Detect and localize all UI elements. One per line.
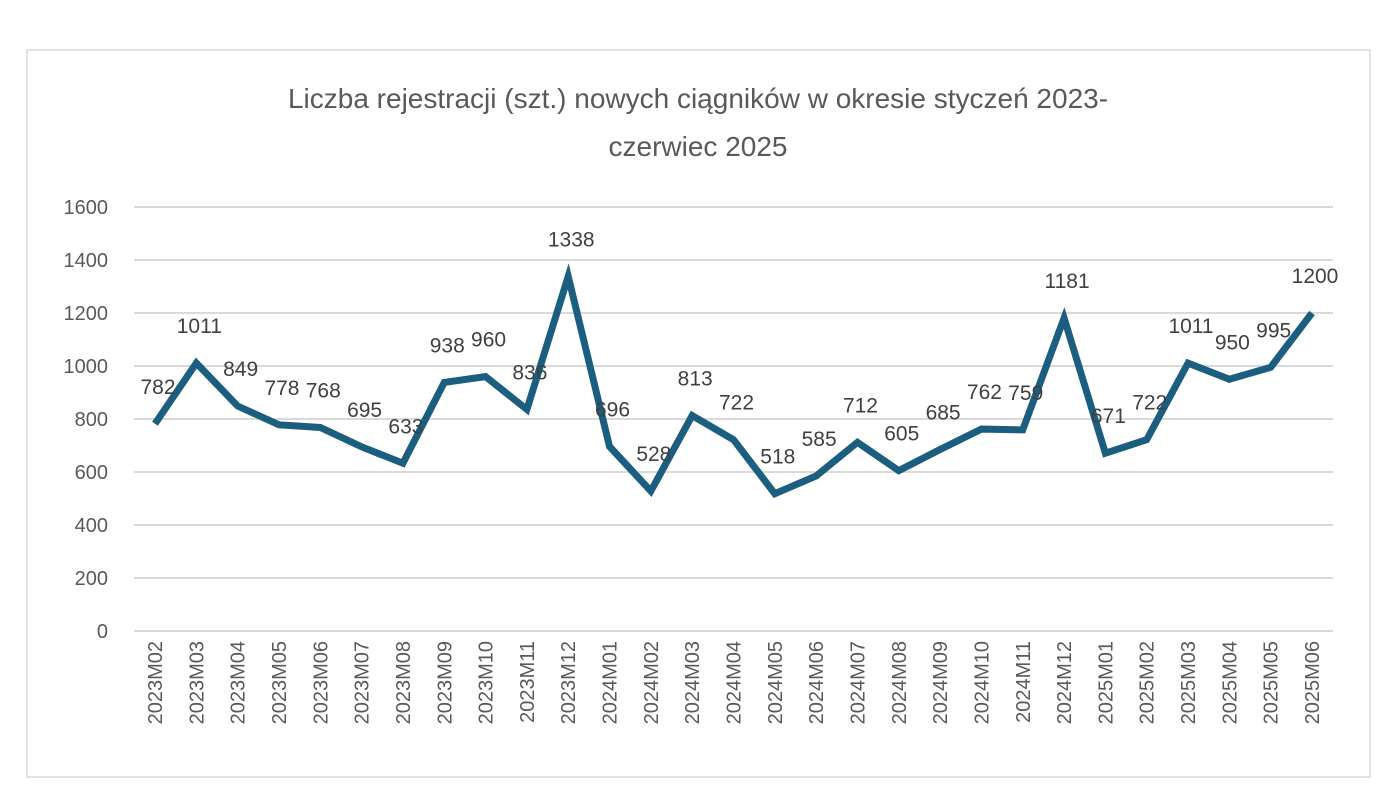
x-tick-label: 2023M02 bbox=[145, 641, 167, 724]
y-tick-label: 600 bbox=[75, 462, 108, 484]
data-label: 585 bbox=[802, 428, 837, 451]
x-tick-label: 2023M11 bbox=[517, 641, 539, 723]
y-tick-label: 0 bbox=[97, 621, 108, 643]
x-tick-label: 2023M08 bbox=[393, 641, 415, 724]
chart-title-line-1: Liczba rejestracji (szt.) nowych ciągnik… bbox=[288, 83, 1108, 114]
x-tick-label: 2023M12 bbox=[558, 641, 580, 724]
x-tick-label: 2024M03 bbox=[682, 641, 704, 724]
data-label: 1338 bbox=[548, 228, 595, 251]
data-label: 722 bbox=[1132, 392, 1167, 415]
data-label: 1181 bbox=[1044, 270, 1089, 293]
data-label: 1200 bbox=[1292, 265, 1339, 288]
x-tick-label: 2025M01 bbox=[1095, 641, 1117, 724]
data-label: 759 bbox=[1008, 382, 1043, 405]
x-tick-label: 2024M06 bbox=[806, 641, 828, 724]
chart-title-line-2: czerwiec 2025 bbox=[609, 131, 788, 162]
x-tick-label: 2023M03 bbox=[186, 641, 208, 724]
data-label: 782 bbox=[140, 376, 175, 399]
x-tick-label: 2024M11 bbox=[1013, 641, 1035, 723]
x-tick-label: 2023M05 bbox=[269, 641, 291, 724]
data-label: 518 bbox=[760, 446, 795, 469]
x-tick-label: 2024M01 bbox=[600, 641, 622, 724]
x-tick-label: 2024M05 bbox=[765, 641, 787, 724]
data-label: 695 bbox=[347, 399, 382, 422]
data-label: 995 bbox=[1256, 319, 1291, 342]
data-label: 950 bbox=[1215, 331, 1250, 354]
data-label: 605 bbox=[884, 423, 919, 446]
data-label: 696 bbox=[595, 399, 630, 422]
data-label: 836 bbox=[512, 361, 547, 384]
y-tick-label: 1400 bbox=[64, 250, 109, 272]
y-tick-label: 200 bbox=[75, 568, 108, 590]
data-label: 685 bbox=[926, 401, 961, 424]
x-tick-label: 2025M06 bbox=[1302, 641, 1324, 724]
x-tick-label: 2025M02 bbox=[1137, 641, 1159, 724]
data-label: 528 bbox=[636, 443, 671, 466]
data-label: 778 bbox=[264, 377, 299, 400]
data-label: 762 bbox=[967, 381, 1002, 404]
x-tick-label: 2023M09 bbox=[434, 641, 456, 724]
y-tick-label: 1600 bbox=[64, 197, 109, 219]
x-tick-label: 2023M10 bbox=[476, 641, 498, 724]
x-tick-label: 2024M12 bbox=[1054, 641, 1076, 724]
y-tick-label: 1000 bbox=[64, 356, 109, 378]
y-tick-label: 400 bbox=[75, 515, 108, 537]
data-label: 960 bbox=[471, 329, 506, 352]
data-label: 1011 bbox=[177, 315, 222, 338]
x-tick-label: 2025M03 bbox=[1178, 641, 1200, 724]
x-tick-label: 2024M02 bbox=[641, 641, 663, 724]
data-label: 768 bbox=[306, 379, 341, 402]
x-tick-label: 2025M05 bbox=[1261, 641, 1283, 724]
x-tick-label: 2024M08 bbox=[889, 641, 911, 724]
x-tick-label: 2023M06 bbox=[310, 641, 332, 724]
x-tick-label: 2025M04 bbox=[1219, 641, 1241, 724]
data-label: 849 bbox=[223, 358, 258, 381]
data-label: 813 bbox=[678, 368, 713, 391]
data-label: 722 bbox=[719, 392, 754, 415]
x-tick-label: 2024M10 bbox=[971, 641, 993, 724]
data-label: 633 bbox=[388, 415, 423, 438]
x-tick-label: 2024M07 bbox=[847, 641, 869, 724]
data-label: 1011 bbox=[1168, 315, 1213, 338]
x-tick-label: 2024M04 bbox=[724, 641, 746, 724]
y-tick-label: 800 bbox=[75, 409, 108, 431]
x-tick-label: 2023M07 bbox=[352, 641, 374, 724]
x-tick-label: 2023M04 bbox=[228, 641, 250, 724]
data-label: 671 bbox=[1091, 405, 1126, 428]
data-label: 938 bbox=[430, 334, 465, 357]
data-label: 712 bbox=[843, 394, 878, 417]
y-tick-label: 1200 bbox=[64, 303, 109, 325]
x-tick-label: 2024M09 bbox=[930, 641, 952, 724]
